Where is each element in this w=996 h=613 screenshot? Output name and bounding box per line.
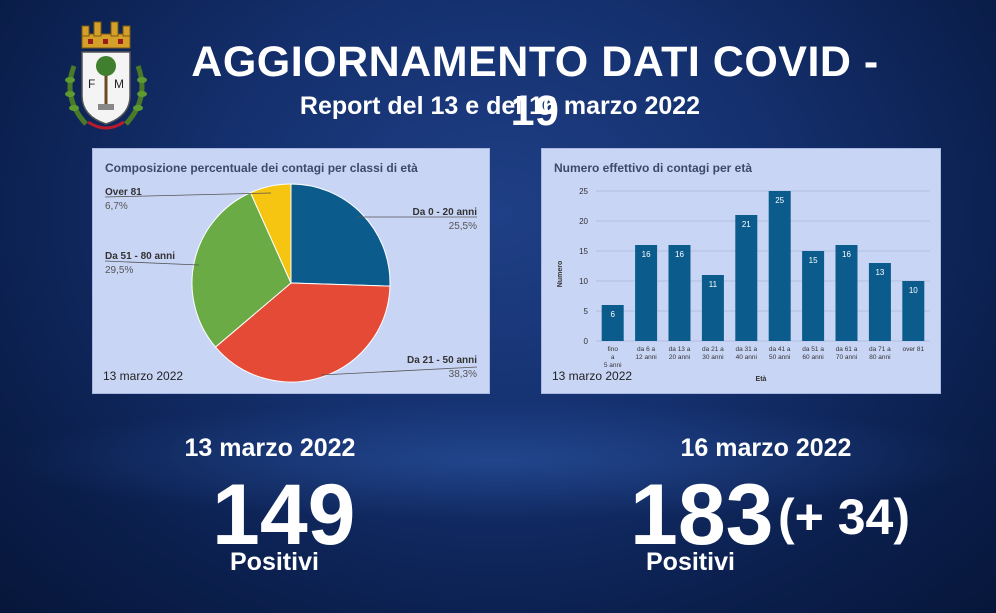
pie-slice bbox=[214, 282, 391, 383]
x-tick-label: over 81 bbox=[902, 346, 924, 353]
stat-right-date: 16 marzo 2022 bbox=[680, 434, 852, 462]
y-tick-label: 15 bbox=[579, 247, 588, 256]
x-tick-label: 30 anni bbox=[702, 354, 723, 361]
bar-chart-date: 13 marzo 2022 bbox=[552, 369, 633, 383]
pie-chart-panel: Composizione percentuale dei contagi per… bbox=[92, 148, 490, 394]
bar-value-label: 25 bbox=[775, 196, 784, 205]
y-axis-label: Numero bbox=[557, 261, 564, 287]
x-tick-label: da 6 a bbox=[637, 346, 655, 353]
bar bbox=[635, 245, 658, 341]
x-tick-label: 70 anni bbox=[836, 354, 857, 361]
x-tick-label: 20 anni bbox=[669, 354, 690, 361]
page-subtitle: Report del 13 e del 16 marzo 2022 bbox=[299, 92, 701, 120]
crest-letter-right: M bbox=[114, 77, 124, 91]
bar-value-label: 16 bbox=[842, 250, 851, 259]
bar bbox=[768, 191, 791, 341]
x-tick-label: da 21 a bbox=[702, 346, 724, 353]
x-tick-label: da 13 a bbox=[669, 346, 691, 353]
bar bbox=[668, 245, 691, 341]
bar bbox=[601, 305, 624, 341]
pie-slice-label: Over 81 bbox=[105, 187, 142, 198]
stat-right-value: 183 bbox=[630, 467, 774, 563]
y-tick-label: 5 bbox=[584, 307, 589, 316]
bar-value-label: 10 bbox=[909, 286, 918, 295]
bar-value-label: 6 bbox=[610, 310, 615, 319]
bar bbox=[701, 275, 724, 341]
y-tick-label: 20 bbox=[579, 217, 588, 226]
x-tick-label: da 51 a bbox=[802, 346, 824, 353]
bar bbox=[835, 245, 858, 341]
x-tick-label: 50 anni bbox=[769, 354, 790, 361]
bar-value-label: 21 bbox=[742, 220, 751, 229]
x-axis-label: Età bbox=[756, 376, 767, 383]
x-tick-label: 5 anni bbox=[604, 362, 622, 369]
city-crest-logo: F M bbox=[65, 21, 147, 130]
pie-leader-line bbox=[104, 192, 272, 198]
pie-slice-percent: 29,5% bbox=[105, 265, 133, 276]
bar-chart-title: Numero effettivo di contagi per età bbox=[554, 161, 753, 175]
crest-letter-left: F bbox=[88, 77, 95, 91]
pie-slice-percent: 6,7% bbox=[105, 201, 128, 212]
pie-slice-label: Da 0 - 20 anni bbox=[413, 207, 478, 218]
pie-slice-percent: 38,3% bbox=[449, 369, 477, 380]
background-glow bbox=[0, 400, 996, 520]
bar bbox=[868, 263, 891, 341]
y-tick-label: 25 bbox=[579, 187, 588, 196]
pie-leader-line bbox=[104, 260, 200, 266]
pie-slice bbox=[249, 183, 292, 284]
x-tick-label: fino bbox=[607, 346, 618, 353]
stat-left-label: Positivi bbox=[230, 548, 319, 576]
x-tick-label: da 41 a bbox=[769, 346, 791, 353]
bar-value-label: 15 bbox=[809, 256, 818, 265]
x-tick-label: 60 anni bbox=[802, 354, 823, 361]
stat-left-date: 13 marzo 2022 bbox=[184, 434, 356, 462]
pie-slice-label: Da 51 - 80 anni bbox=[105, 251, 175, 262]
bar bbox=[735, 215, 758, 341]
stat-left-value: 149 bbox=[212, 467, 356, 563]
bar-value-label: 16 bbox=[675, 250, 684, 259]
pie-chart-date: 13 marzo 2022 bbox=[103, 369, 184, 383]
bar-chart-panel: Numero effettivo di contagi per età 0 5 10… bbox=[541, 148, 941, 394]
pie-chart: Da 0 - 20 anni 25,5% Da 21 - 50 anni 38,3% D… bbox=[104, 183, 478, 383]
y-tick-label: 0 bbox=[584, 337, 589, 346]
x-tick-label: da 61 a bbox=[836, 346, 858, 353]
stat-right-label: Positivi bbox=[646, 548, 735, 576]
pie-slice-label: Da 21 - 50 anni bbox=[407, 355, 477, 366]
x-tick-label: 40 anni bbox=[736, 354, 757, 361]
bar-value-label: 11 bbox=[709, 280, 718, 289]
pie-slice bbox=[290, 183, 391, 287]
x-tick-label: da 31 a bbox=[735, 346, 757, 353]
bar-value-label: 13 bbox=[875, 268, 884, 277]
stat-right-delta: (+ 34) bbox=[778, 489, 911, 545]
x-tick-label: 12 anni bbox=[635, 354, 656, 361]
pie-slice bbox=[191, 191, 292, 348]
y-tick-label: 10 bbox=[579, 277, 588, 286]
pie-chart-title: Composizione percentuale dei contagi per… bbox=[105, 161, 418, 175]
x-tick-label: a bbox=[611, 354, 615, 361]
page-title: AGGIORNAMENTO DATI COVID - 19 bbox=[191, 38, 879, 135]
bar bbox=[902, 281, 925, 341]
x-tick-label: 80 anni bbox=[869, 354, 890, 361]
bar bbox=[802, 251, 825, 341]
bar-value-label: 16 bbox=[642, 250, 651, 259]
pie-slice-percent: 25,5% bbox=[449, 221, 477, 232]
pie-leader-line bbox=[320, 366, 478, 376]
x-tick-label: da 71 a bbox=[869, 346, 891, 353]
